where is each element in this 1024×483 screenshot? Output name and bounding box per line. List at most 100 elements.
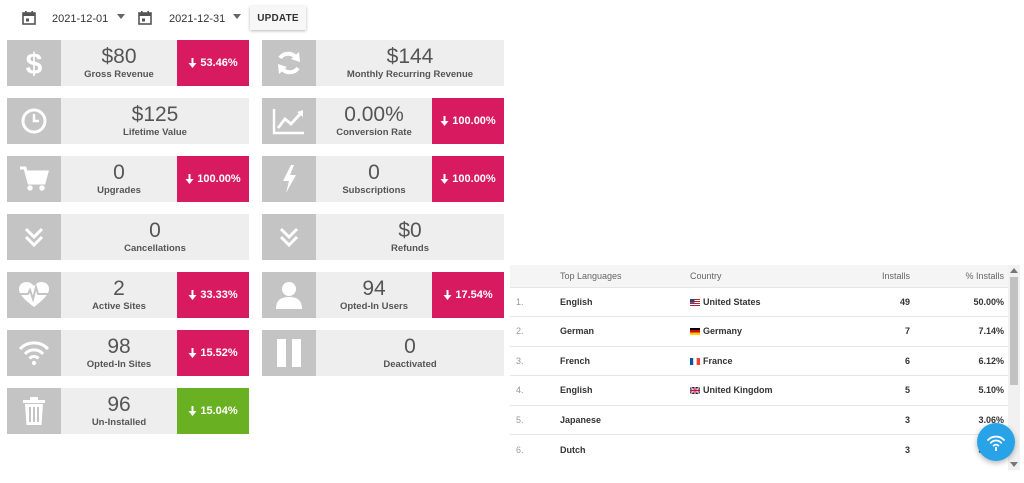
stat-card-subscriptions: 0 Subscriptions 100.00% [262, 156, 504, 202]
update-button[interactable]: UPDATE [250, 6, 306, 30]
stat-label: Un-Installed [91, 417, 147, 428]
installs-header[interactable]: Installs [881, 270, 910, 281]
change-percent: 100.00% [197, 173, 241, 185]
stat-label: Cancellations [124, 243, 186, 254]
row-index-text: 6. [516, 444, 524, 455]
language-cell-text: Dutch [560, 444, 586, 455]
change-badge: 15.52% [177, 330, 249, 376]
table-row[interactable]: 3. French France 6 6.12% [510, 345, 1010, 376]
dollar-icon: $ [7, 40, 61, 86]
row-index: 4. [510, 375, 554, 405]
change-badge: 33.33% [177, 272, 249, 318]
installs-cell-text: 49 [899, 296, 910, 307]
stat-value: 94 [362, 277, 386, 300]
country-cell-text: Germany [703, 326, 743, 337]
stat-value: 98 [107, 335, 131, 358]
stat-card-body: 98 Opted-In Sites [61, 330, 177, 376]
stat-value: $144 [386, 45, 434, 68]
row-index: 6. [510, 434, 554, 464]
percent-installs-cell-text: 5.10% [978, 385, 1004, 396]
stat-card-body: 0 Cancellations [61, 214, 249, 260]
installs-cell-text: 3 [904, 414, 910, 425]
language-cell-text: English [560, 296, 593, 307]
installs-cell-text: 5 [904, 385, 910, 396]
language-header[interactable]: Top Languages [560, 270, 622, 281]
country-cell [684, 404, 834, 435]
stat-label: Lifetime Value [123, 127, 187, 138]
percent-installs-cell: 5.10% [916, 375, 1010, 405]
stat-card-body: $125 Lifetime Value [61, 98, 249, 144]
row-index: 2. [510, 316, 554, 346]
percent-installs-cell: 50.00% [916, 286, 1010, 317]
installs-cell: 3 [834, 404, 916, 435]
stat-label: Active Sites [92, 301, 146, 312]
stat-value: $80 [101, 45, 137, 68]
change-badge: 100.00% [432, 156, 504, 202]
refresh-icon [262, 40, 316, 86]
scroll-up-arrow-icon[interactable] [1010, 268, 1018, 273]
country-cell: United States [684, 286, 834, 317]
end-date-input[interactable]: 2021-12-31 [169, 13, 226, 25]
change-percent: 100.00% [452, 115, 496, 127]
country-cell [684, 434, 834, 464]
date-range-toolbar: 2021-12-01 2021-12-31 UPDATE [0, 0, 520, 36]
scrollbar-thumb[interactable] [1010, 277, 1018, 385]
calendar-icon[interactable] [138, 11, 152, 25]
country-cell: Germany [684, 316, 834, 346]
stat-card-body: $0 Refunds [316, 214, 504, 260]
cart-icon [7, 156, 61, 202]
installs-cell: 49 [834, 286, 916, 317]
wifi-icon [7, 330, 61, 376]
stat-card-body: 0 Deactivated [316, 330, 504, 376]
stat-value: 0.00% [344, 103, 404, 126]
trash-icon [7, 388, 61, 434]
calendar-icon[interactable] [22, 11, 36, 25]
stat-value: 2 [113, 277, 125, 300]
table-row[interactable]: 4. English United Kingdom 5 5.10% [510, 375, 1010, 405]
stat-card-conversion-rate: 0.00% Conversion Rate 100.00% [262, 98, 504, 144]
arrow-down-icon [188, 406, 197, 416]
row-index: 5. [510, 404, 554, 435]
stat-card-body: 96 Un-Installed [61, 388, 177, 434]
user-icon [262, 272, 316, 318]
percent-installs-cell: 7.14% [916, 316, 1010, 346]
change-badge: 15.04% [177, 388, 249, 434]
country-header[interactable]: Country [690, 270, 722, 281]
installs-cell: 5 [834, 375, 916, 405]
table-row[interactable]: 2. German Germany 7 7.14% [510, 316, 1010, 346]
table-row[interactable]: 1. English United States 49 50.00% [510, 286, 1010, 317]
stat-value: $125 [131, 103, 179, 126]
country-cell-text: United Kingdom [703, 385, 773, 396]
installs-cell: 3 [834, 434, 916, 464]
language-cell: Dutch [554, 434, 684, 464]
chevron-down-icon[interactable] [117, 14, 125, 19]
country-cell-text: France [703, 355, 733, 366]
top-languages-table: Top Languages Country Installs % Install… [510, 265, 1010, 466]
percent-installs-header[interactable]: % Installs [965, 270, 1004, 281]
flag-fr-icon [690, 356, 703, 366]
scroll-down-arrow-icon[interactable] [1010, 462, 1018, 467]
table-scrollbar[interactable] [1008, 265, 1020, 470]
stat-value: $0 [398, 219, 422, 242]
heartbeat-icon [7, 272, 61, 318]
stat-label: Subscriptions [342, 185, 406, 196]
clock-icon [7, 98, 61, 144]
lightning-icon [262, 156, 316, 202]
stat-label: Deactivated [383, 359, 437, 370]
table-row[interactable]: 5. Japanese 3 3.06% [510, 404, 1010, 435]
stat-card-body: $144 Monthly Recurring Revenue [316, 40, 504, 86]
table-row[interactable]: 6.Dutch33.06% [510, 434, 1010, 464]
pause-icon [262, 330, 316, 376]
country-cell: France [684, 345, 834, 376]
installs-cell-text: 6 [904, 355, 910, 366]
stat-label: Opted-In Users [339, 301, 409, 312]
change-percent: 15.52% [200, 347, 238, 359]
row-index-text: 3. [516, 355, 524, 366]
language-cell: English [554, 286, 684, 317]
language-cell-text: Japanese [560, 414, 602, 425]
installs-cell-text: 3 [904, 444, 910, 455]
wifi-broadcast-fab-button[interactable] [977, 423, 1015, 461]
row-index: 3. [510, 345, 554, 376]
chevron-down-icon[interactable] [233, 14, 241, 19]
start-date-input[interactable]: 2021-12-01 [52, 13, 109, 25]
